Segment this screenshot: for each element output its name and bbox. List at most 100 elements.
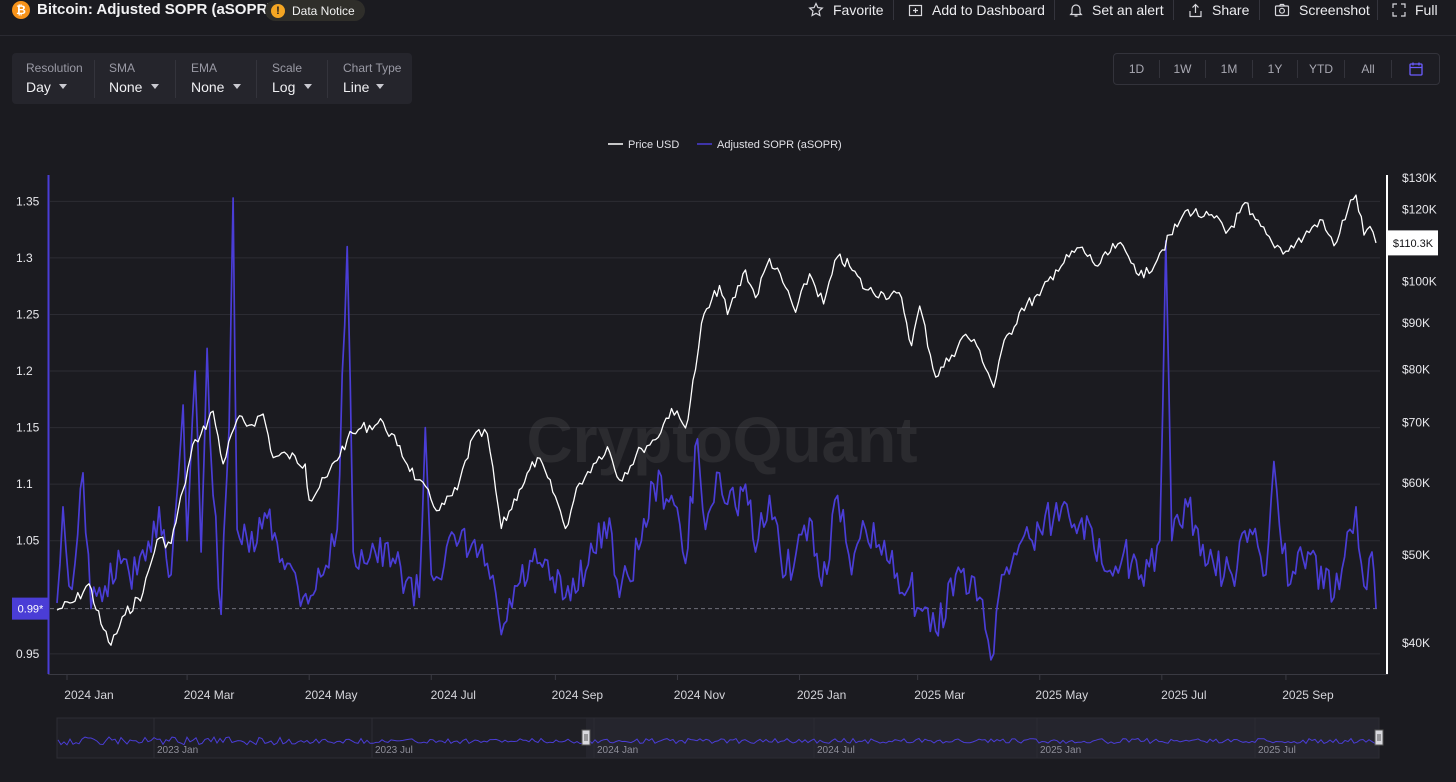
set-alert-label: Set an alert [1092, 2, 1164, 18]
header-divider [1377, 0, 1378, 20]
range-divider [1205, 60, 1206, 78]
range-1d-button[interactable]: 1D [1128, 62, 1145, 76]
header-bar: ₿ Bitcoin: Adjusted SOPR (aSOPR) ! Data … [0, 0, 1456, 36]
navigator-label: 2024 Jan [597, 745, 638, 756]
navigator-left-handle[interactable] [581, 729, 591, 746]
right-tick-label: $60K [1402, 476, 1430, 490]
resolution-dropdown[interactable]: Resolution Day [26, 53, 96, 104]
range-divider [1297, 60, 1298, 78]
chevron-down-icon [151, 84, 159, 89]
camera-icon [1274, 3, 1290, 17]
chart-area[interactable]: Price USD Adjusted SOPR (aSOPR) CryptoQu… [0, 120, 1456, 782]
x-tick-label: 2025 Sep [1282, 688, 1334, 702]
dashboard-add-icon [908, 4, 923, 16]
time-navigator[interactable]: 2023 Jan 2023 Jul 2024 Jan 2024 Jul 2025… [56, 717, 1384, 759]
screenshot-label: Screenshot [1299, 2, 1370, 18]
x-tick-label: 2025 Mar [914, 688, 965, 702]
navigator-series-line [57, 736, 1376, 746]
right-tick-label: $70K [1402, 415, 1430, 429]
chevron-down-icon [233, 84, 241, 89]
last-price-badge: $110.3K [1388, 230, 1438, 256]
range-divider [1344, 60, 1345, 78]
header-divider [1173, 0, 1174, 20]
range-all-button[interactable]: All [1361, 62, 1375, 76]
resolution-value: Day [26, 79, 51, 95]
chevron-down-icon [376, 84, 384, 89]
left-tick-label: 1.1 [16, 477, 33, 491]
chart-type-dropdown[interactable]: Chart Type Line [343, 53, 409, 104]
range-selector: 1D 1W 1M 1Y YTD All [1113, 53, 1440, 85]
x-tick-label: 2024 May [305, 688, 358, 702]
right-tick-label: $40K [1402, 636, 1430, 650]
control-divider [256, 60, 257, 98]
page-title: Bitcoin: Adjusted SOPR (aSOPR) [37, 1, 273, 18]
data-notice-label: Data Notice [292, 3, 355, 18]
share-button[interactable]: Share [1188, 0, 1249, 20]
chevron-down-icon [304, 84, 312, 89]
baseline-badge: 0.99* [12, 597, 49, 620]
ema-value: None [191, 79, 225, 95]
x-tick-label: 2024 Jan [64, 688, 113, 702]
right-tick-label: $80K [1402, 363, 1430, 377]
chart-controls: Resolution Day SMA None EMA None Scale L… [12, 53, 412, 104]
chart-type-label: Chart Type [343, 61, 402, 75]
legend-label-price: Price USD [628, 139, 679, 151]
calendar-icon [1408, 62, 1423, 76]
scale-label: Scale [272, 61, 303, 75]
fullscreen-label: Full [1415, 2, 1438, 18]
last-price-box [1388, 230, 1438, 256]
right-tick-label: $50K [1402, 548, 1430, 562]
range-divider [1252, 60, 1253, 78]
control-divider [94, 60, 95, 98]
x-tick-label: 2024 Sep [552, 688, 604, 702]
range-1y-button[interactable]: 1Y [1267, 62, 1283, 76]
x-tick-label: 2025 May [1035, 688, 1088, 702]
left-tick-label: 1.3 [16, 251, 33, 265]
range-1m-button[interactable]: 1M [1220, 62, 1238, 76]
bell-icon [1069, 4, 1083, 17]
favorite-button[interactable]: Favorite [808, 0, 884, 20]
sma-value: None [109, 79, 143, 95]
screenshot-button[interactable]: Screenshot [1274, 0, 1370, 20]
chart-type-value: Line [343, 79, 370, 95]
navigator-label: 2025 Jan [1040, 745, 1081, 756]
x-axis-ticks: 2024 Jan 2024 Mar 2024 May 2024 Jul 2024 Sep… [64, 674, 1334, 702]
grid-lines [50, 200, 1380, 655]
ema-dropdown[interactable]: EMA None [191, 53, 256, 104]
navigator-label: 2023 Jul [375, 745, 413, 756]
fullscreen-icon [1392, 3, 1406, 17]
header-divider [893, 0, 894, 20]
baseline-badge-label: 0.99* [18, 604, 44, 616]
favorite-label: Favorite [833, 2, 884, 18]
navigator-selection[interactable] [586, 718, 1379, 758]
scale-value: Log [272, 79, 296, 95]
left-tick-label: 1.35 [16, 194, 40, 208]
set-alert-button[interactable]: Set an alert [1069, 0, 1164, 20]
range-ytd-button[interactable]: YTD [1309, 62, 1333, 76]
fullscreen-button[interactable]: Full [1392, 0, 1438, 20]
scale-dropdown[interactable]: Scale Log [272, 53, 332, 104]
left-tick-label: 1.2 [16, 364, 33, 378]
left-axis-ticks: 0.95 1.05 1.1 1.15 1.2 1.25 1.3 1.35 [16, 194, 40, 661]
asopr-series-line [56, 197, 1377, 661]
data-notice-badge[interactable]: ! Data Notice [265, 0, 365, 21]
calendar-button[interactable] [1392, 54, 1439, 84]
warning-icon: ! [271, 3, 285, 18]
range-1w-button[interactable]: 1W [1173, 62, 1192, 76]
sma-dropdown[interactable]: SMA None [109, 53, 174, 104]
x-tick-label: 2024 Jul [431, 688, 476, 702]
share-icon [1189, 3, 1202, 17]
sma-label: SMA [109, 61, 136, 75]
navigator-right-handle[interactable] [1374, 729, 1384, 746]
watermark-text: CryptoQuant [526, 404, 917, 476]
x-tick-label: 2024 Nov [674, 688, 725, 702]
chevron-down-icon [59, 84, 67, 89]
resolution-label: Resolution [26, 61, 83, 75]
navigator-label: 2023 Jan [157, 745, 198, 756]
header-divider [1259, 0, 1260, 20]
share-label: Share [1212, 2, 1250, 18]
last-price-label: $110.3K [1393, 238, 1434, 250]
left-tick-label: 1.05 [16, 534, 40, 548]
x-tick-label: 2025 Jan [797, 688, 846, 702]
add-to-dashboard-button[interactable]: Add to Dashboard [908, 0, 1045, 20]
